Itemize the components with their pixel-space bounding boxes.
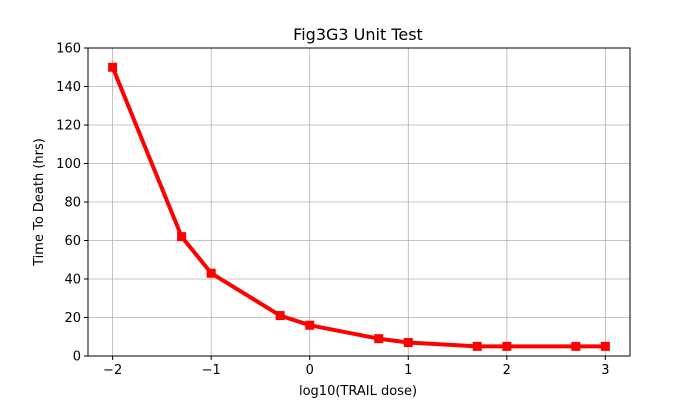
y-axis-label: Time To Death (hrs) [32,138,47,267]
chart-title: Fig3G3 Unit Test [293,25,423,44]
data-point-marker [600,341,610,351]
x-tick-label: 0 [306,363,314,378]
data-point-marker [108,62,118,72]
grid [88,47,630,357]
y-tick-label: 80 [64,196,81,211]
y-tick-label: 140 [56,80,81,95]
x-tick-label: 2 [503,363,511,378]
x-tick-label: −2 [103,363,122,378]
series-line [110,65,608,349]
data-point-marker [206,268,216,278]
x-axis-label: log10(TRAIL dose) [299,384,417,399]
y-tick-label: 60 [64,234,81,249]
x-tick-label: 1 [404,363,412,378]
data-point-marker [403,338,413,348]
data-point-marker [275,311,285,321]
data-point-marker [472,341,482,351]
data-point-marker [305,320,315,330]
data-point-marker [571,341,581,351]
y-tick-label: 20 [64,311,81,326]
y-tick-label: 0 [73,350,81,365]
y-tick-label: 100 [56,157,81,172]
y-tick-label: 160 [56,42,81,57]
data-point-marker [177,232,187,242]
x-tick-label: −1 [202,363,221,378]
series-layer [108,62,610,351]
ticks: −2 −1 0 1 2 3 0 20 40 60 80 100 120 140 160 [56,42,609,379]
data-point-marker [374,334,384,344]
x-tick-label: 3 [601,363,609,378]
y-tick-label: 120 [56,119,81,134]
data-point-marker [502,341,512,351]
y-tick-label: 40 [64,273,81,288]
